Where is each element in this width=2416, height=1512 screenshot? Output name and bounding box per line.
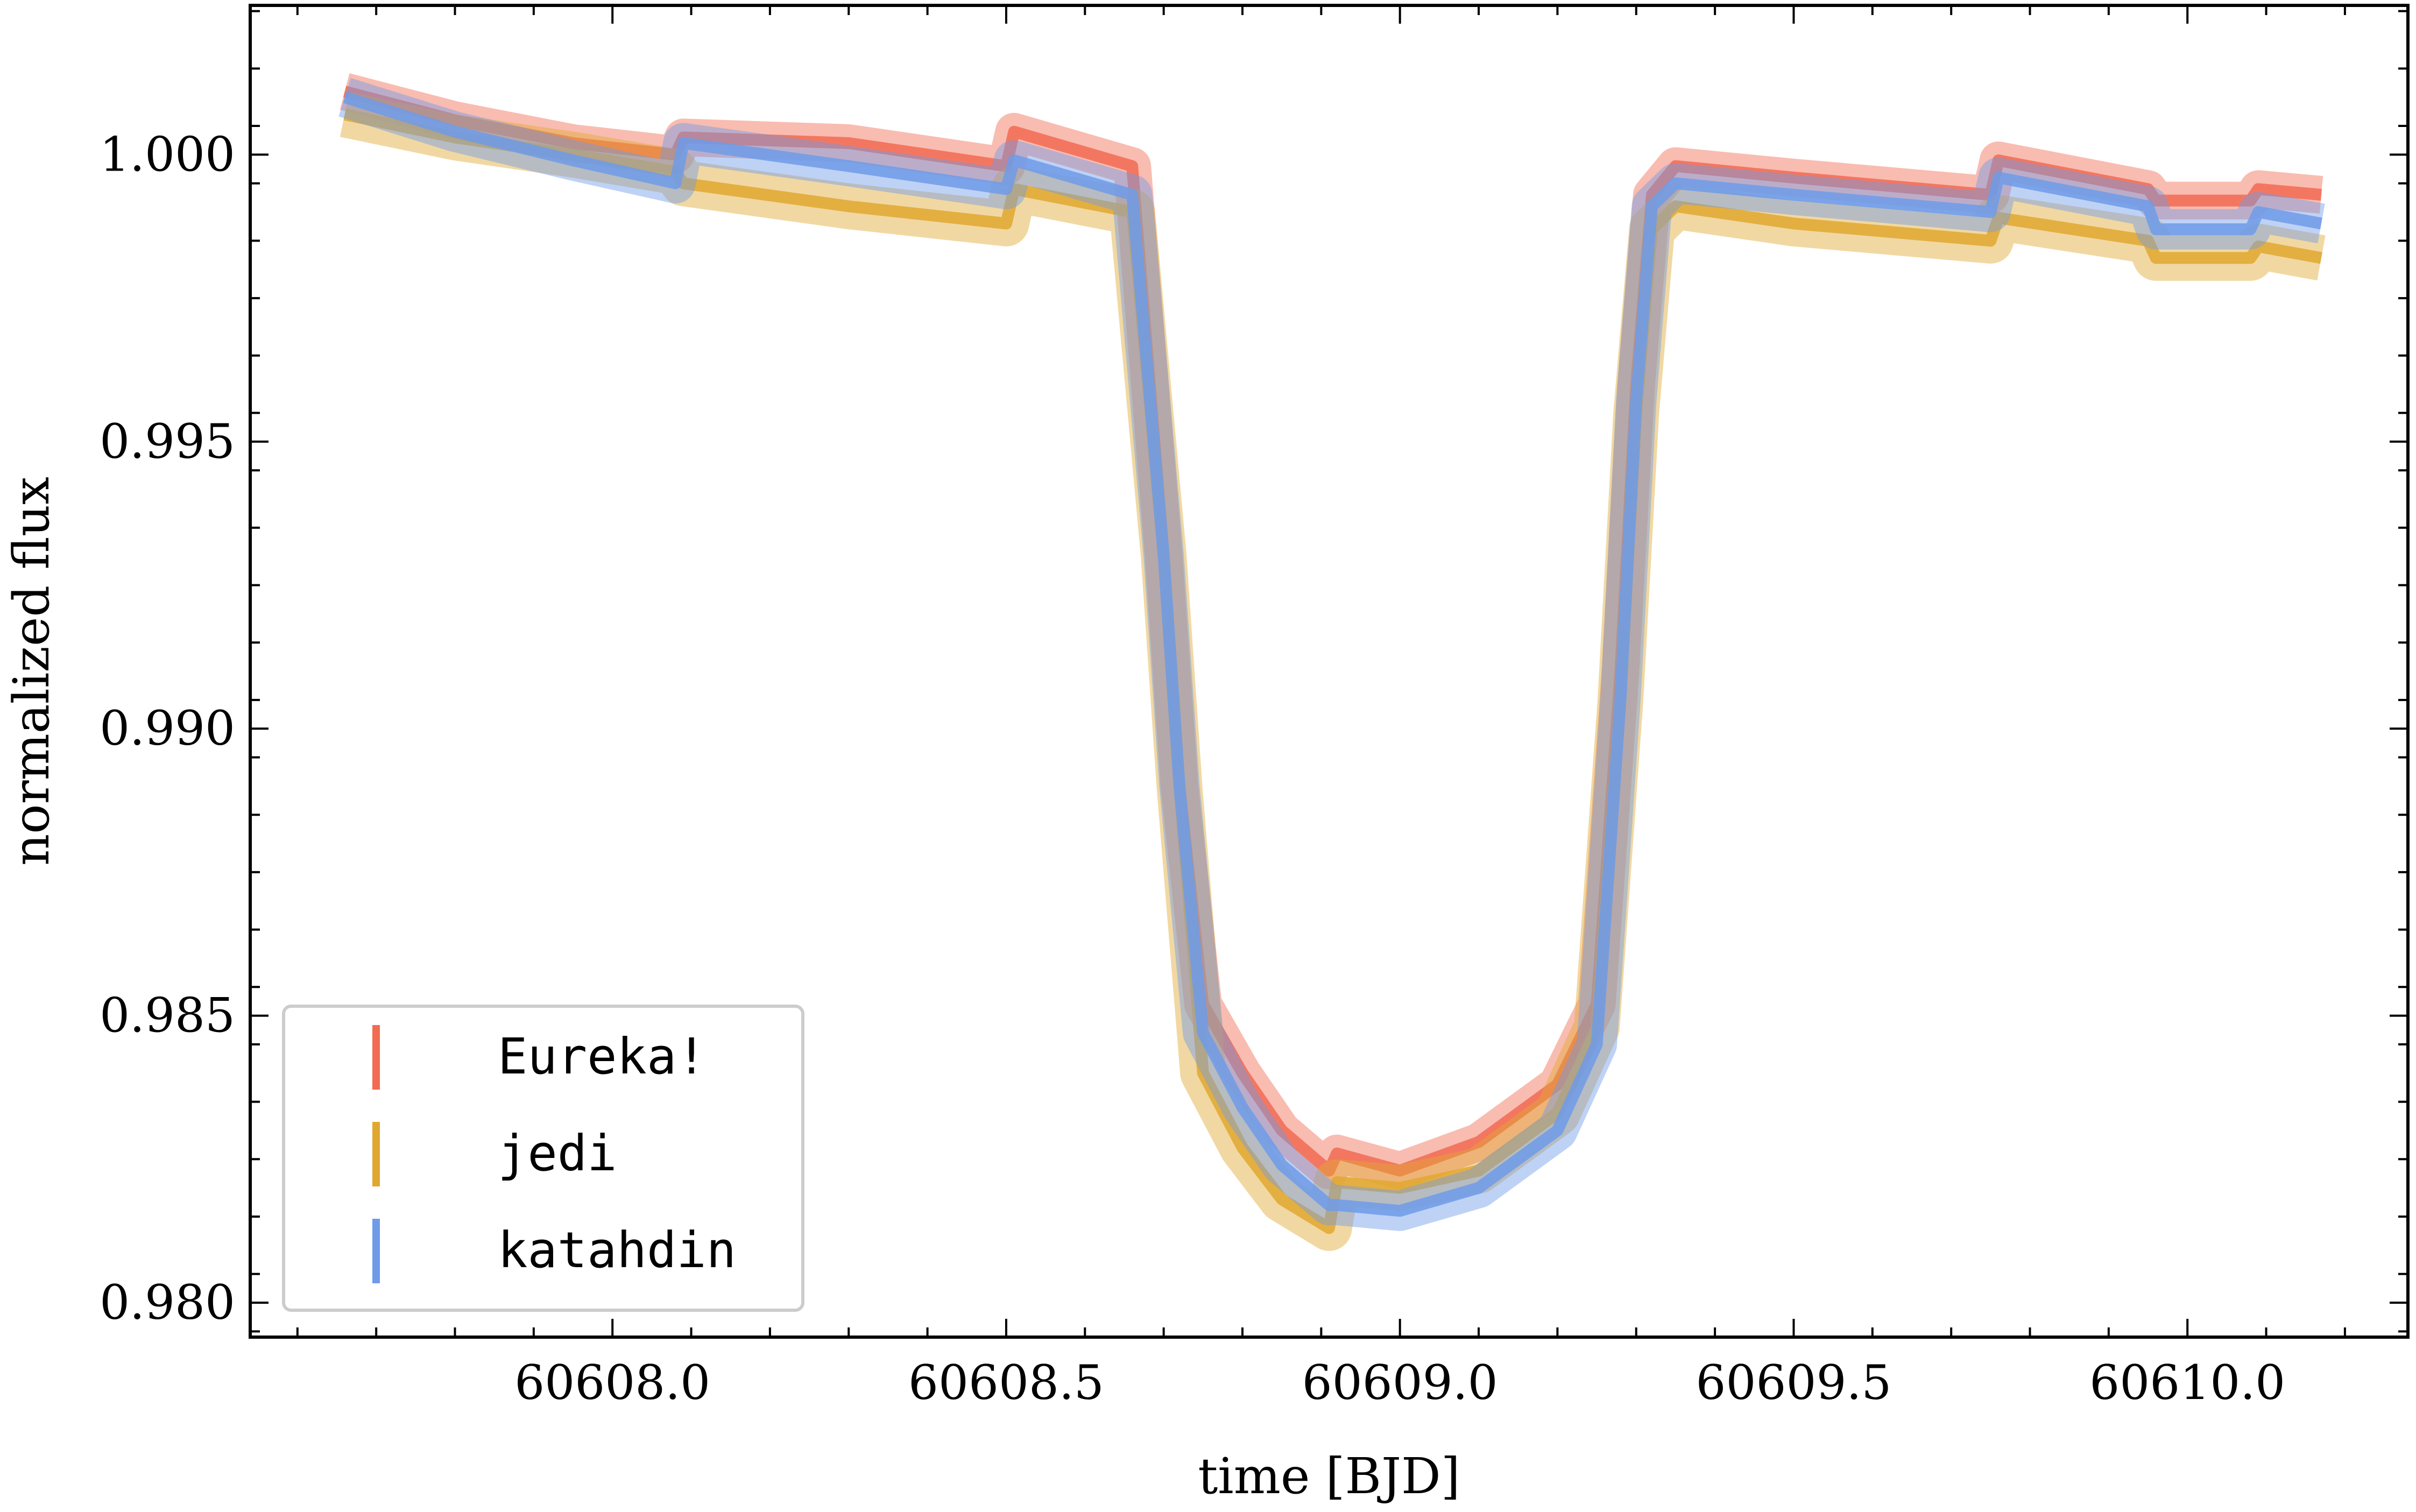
y-axis-label: normalized flux (3, 477, 60, 866)
y-tick-label: 0.985 (100, 988, 235, 1043)
series-katahdin (338, 77, 2325, 1231)
legend-marker (372, 1122, 380, 1186)
y-tick-label: 0.995 (100, 414, 235, 469)
series-line-1 (343, 108, 2322, 1234)
legend-label: katahdin (498, 1221, 736, 1279)
legend-label: jedi (498, 1125, 617, 1182)
series-jedi (340, 92, 2326, 1251)
x-tick-label: 60608.0 (514, 1355, 710, 1410)
legend-label: Eureka! (498, 1028, 707, 1085)
y-tick-label: 0.990 (100, 701, 235, 756)
ticks-layer (250, 5, 2408, 1337)
y-tick-label: 1.000 (100, 126, 235, 182)
x-tick-label: 60608.5 (908, 1355, 1104, 1410)
legend-marker (372, 1025, 380, 1090)
x-tick-label: 60609.5 (1696, 1355, 1892, 1410)
x-axis-label: time [BJD] (1198, 1447, 1460, 1505)
legend: Eureka! jedi katahdin (282, 1005, 804, 1312)
x-tick-label: 60610.0 (2089, 1355, 2285, 1410)
labels-layer: 60608.0 60608.5 60609.0 60609.5 60610.0 0.980… (100, 126, 2285, 1410)
plot-frame (249, 4, 2410, 1339)
y-tick-label: 0.980 (100, 1275, 235, 1330)
series-line-0 (343, 86, 2322, 1177)
series-eureka- (340, 73, 2323, 1190)
legend-box (282, 1005, 804, 1312)
series-layer (338, 73, 2326, 1251)
legend-marker (372, 1219, 380, 1283)
x-tick-label: 60609.0 (1302, 1355, 1498, 1410)
series-line-2 (343, 91, 2322, 1217)
